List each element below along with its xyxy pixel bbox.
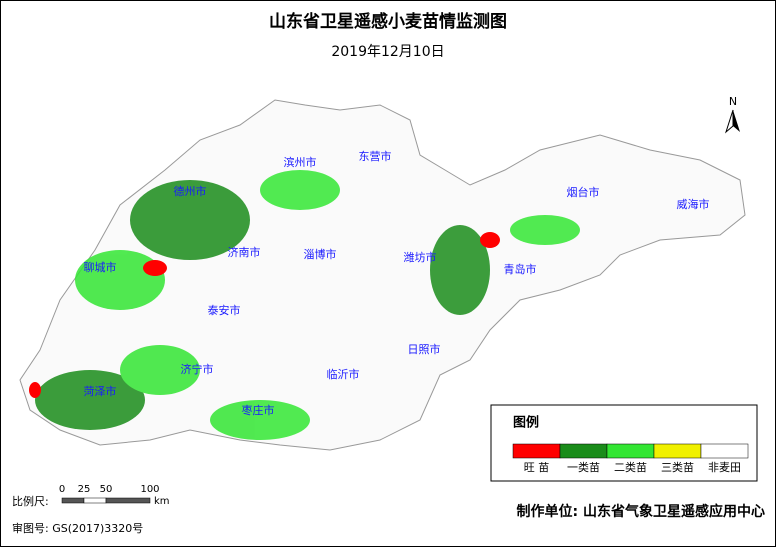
city-label: 聊城市 [84, 260, 117, 274]
legend-swatch [653, 443, 702, 459]
legend-title: 图例 [513, 415, 539, 431]
legend-swatch [512, 443, 561, 459]
scale-tick: 25 [78, 484, 91, 495]
north-arrow [733, 110, 740, 132]
legend-swatch [700, 443, 749, 459]
city-label: 泰安市 [208, 303, 241, 317]
city-label: 威海市 [677, 197, 710, 211]
legend-label: 旺 苗 [524, 461, 550, 474]
legend-label: 一类苗 [567, 460, 600, 474]
city-label: 东营市 [359, 149, 392, 163]
city-label: 潍坊市 [404, 250, 437, 264]
scale-tick: 0 [59, 484, 65, 495]
legend-swatch [606, 443, 655, 459]
scale-unit: km [154, 496, 170, 507]
north-label: N [729, 95, 737, 108]
wheat-areas [35, 170, 580, 440]
scale-label: 比例尺: [12, 494, 49, 508]
city-label: 德州市 [174, 184, 207, 198]
scale-tick: 50 [100, 484, 113, 495]
north-arrow [724, 109, 734, 134]
legend-label: 二类苗 [614, 460, 647, 474]
city-label: 菏泽市 [84, 384, 117, 398]
legend-label: 三类苗 [661, 460, 694, 474]
city-label: 日照市 [408, 342, 441, 356]
vigorous-areas [29, 232, 500, 398]
city-label: 枣庄市 [242, 403, 275, 417]
legend-label: 非麦田 [708, 461, 741, 474]
scale-segment [61, 497, 85, 504]
city-label: 青岛市 [504, 262, 537, 276]
city-label: 烟台市 [567, 185, 600, 199]
city-label: 滨州市 [284, 155, 317, 169]
map-date: 2019年12月10日 [331, 44, 444, 60]
city-label: 淄博市 [304, 247, 337, 261]
legend-swatch [559, 443, 608, 459]
review-number: 审图号: GS(2017)3320号 [12, 521, 143, 535]
scale-segment [105, 497, 151, 504]
city-label: 临沂市 [327, 367, 360, 381]
producer: 制作单位: 山东省气象卫星遥感应用中心 [517, 503, 765, 520]
city-label: 济南市 [228, 245, 261, 259]
legend-box [490, 404, 758, 482]
city-label: 济宁市 [181, 362, 214, 376]
map-title: 山东省卫星遥感小麦苗情监测图 [269, 11, 507, 32]
scale-segment [83, 497, 107, 504]
scale-tick: 100 [140, 484, 159, 495]
